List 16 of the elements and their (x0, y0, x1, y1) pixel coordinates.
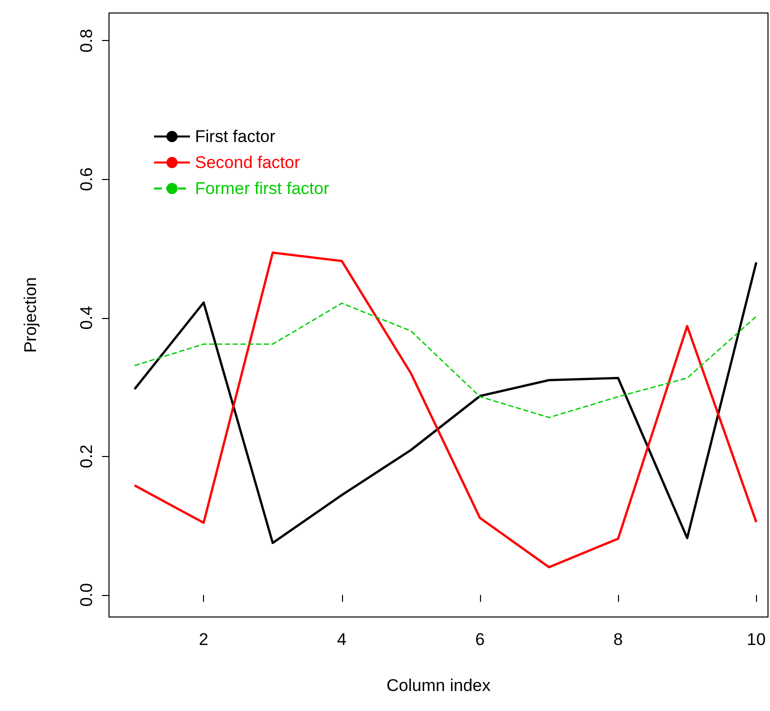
x-tick-label: 8 (613, 630, 623, 649)
y-tick-label: 0.4 (77, 306, 96, 330)
y-tick-label: 0.0 (77, 583, 96, 607)
x-tick-label: 2 (198, 630, 208, 649)
x-tick-label: 10 (746, 630, 766, 649)
y-tick-label: 0.8 (77, 28, 96, 53)
y-axis-title: Projection (21, 277, 40, 353)
line-series (134, 302, 757, 418)
legend-label: Second factor (195, 153, 300, 172)
y-tick-label: 0.6 (77, 167, 96, 192)
y-tick-label: 0.2 (77, 444, 96, 468)
x-tick-label: 6 (475, 630, 485, 649)
x-axis-title: Column index (386, 676, 491, 695)
x-tick-label: 4 (337, 630, 347, 649)
legend-label: Former first factor (195, 179, 330, 198)
legend-label: First factor (195, 127, 276, 146)
